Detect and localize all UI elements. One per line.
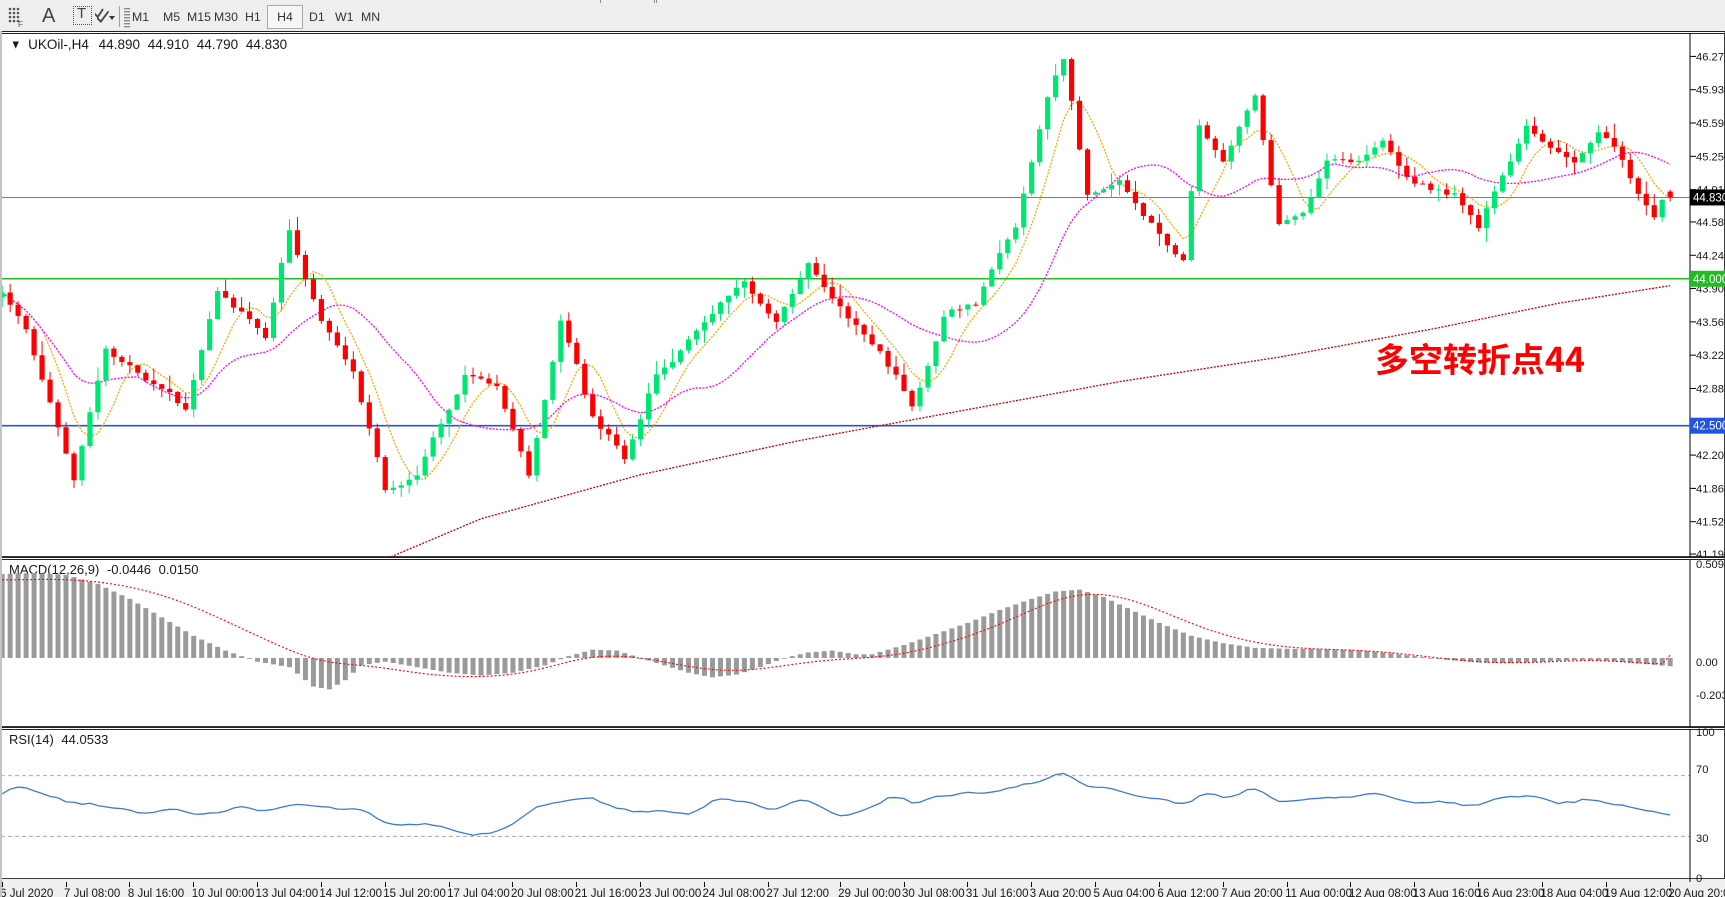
svg-text:45.250: 45.250	[1696, 151, 1725, 163]
svg-text:-0.2032: -0.2032	[1696, 690, 1725, 702]
svg-text:43.220: 43.220	[1696, 350, 1725, 362]
svg-text:42.880: 42.880	[1696, 383, 1725, 395]
svg-text:45.590: 45.590	[1696, 118, 1725, 130]
svg-text:100: 100	[1696, 727, 1715, 739]
svg-text:44.240: 44.240	[1696, 250, 1725, 262]
svg-text:42.200: 42.200	[1696, 450, 1725, 462]
svg-text:43.560: 43.560	[1696, 317, 1725, 329]
svg-text:41.860: 41.860	[1696, 483, 1725, 495]
svg-text:45.930: 45.930	[1696, 85, 1725, 97]
svg-text:0.5094: 0.5094	[1696, 559, 1725, 571]
svg-text:44.830: 44.830	[1693, 192, 1725, 204]
svg-text:30: 30	[1696, 833, 1708, 845]
svg-text:46.270: 46.270	[1696, 51, 1725, 63]
svg-text:70: 70	[1696, 764, 1708, 776]
svg-text:0.00: 0.00	[1696, 657, 1718, 669]
svg-text:42.500: 42.500	[1693, 421, 1725, 433]
svg-text:44.000: 44.000	[1693, 274, 1725, 286]
svg-text:多空转折点44: 多空转折点44	[1375, 333, 1585, 382]
svg-text:F: F	[18, 20, 23, 27]
svg-text:41.520: 41.520	[1696, 517, 1725, 529]
svg-text:44.580: 44.580	[1696, 217, 1725, 229]
